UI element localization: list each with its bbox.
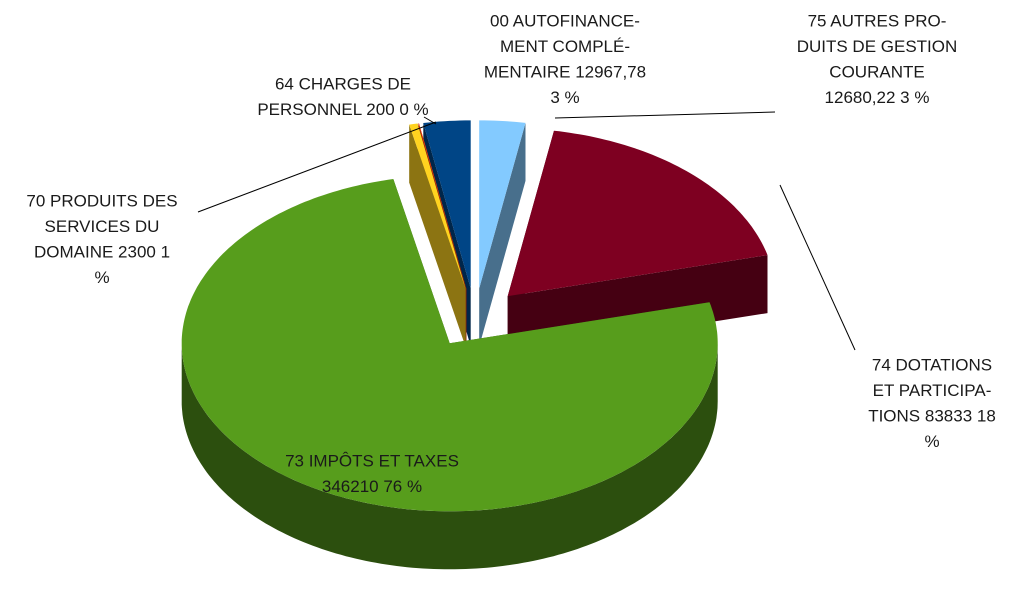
slice-top (409, 123, 466, 289)
slice-label: 75 AUTRES PRO- (808, 11, 947, 30)
slice-label: PERSONNEL 200 0 % (257, 100, 428, 119)
slice-label: % (94, 268, 109, 287)
slice-label: 73 IMPÔTS ET TAXES (285, 451, 459, 470)
slice-label: 64 CHARGES DE (275, 74, 411, 93)
slice-top (418, 123, 467, 289)
slice-top (479, 120, 526, 289)
slice-label: 346210 76 % (322, 477, 422, 496)
slice-label: 3 % (550, 88, 579, 107)
slice-label: 70 PRODUITS DES (26, 191, 177, 210)
slice-label: 12680,22 3 % (825, 88, 930, 107)
slice (181, 179, 718, 570)
slice-label: COURANTE (829, 62, 924, 81)
leader-line (423, 116, 437, 125)
leader-line (779, 184, 856, 351)
slice-top (507, 130, 768, 297)
slice-label: % (924, 432, 939, 451)
slice-label: DUITS DE GESTION (797, 37, 958, 56)
slice-side (479, 122, 526, 347)
slice-label: TIONS 83833 18 (868, 406, 996, 425)
slice (479, 120, 526, 347)
slice-label: ET PARTICIPA- (873, 381, 992, 400)
slice-label: MENTAIRE 12967,78 (484, 62, 646, 81)
slice-top (423, 120, 471, 289)
leader-line (554, 111, 776, 119)
leader-line (197, 121, 437, 213)
slice-label: MENT COMPLÉ- (500, 37, 630, 56)
slice-label: SERVICES DU (45, 217, 160, 236)
slice-label: 00 AUTOFINANCE- (490, 11, 640, 30)
slice-top (181, 179, 718, 512)
slice-label: 74 DOTATIONS (872, 355, 992, 374)
slice-wall (181, 343, 718, 570)
slice-label: DOMAINE 2300 1 (34, 242, 170, 261)
slice (409, 123, 466, 347)
